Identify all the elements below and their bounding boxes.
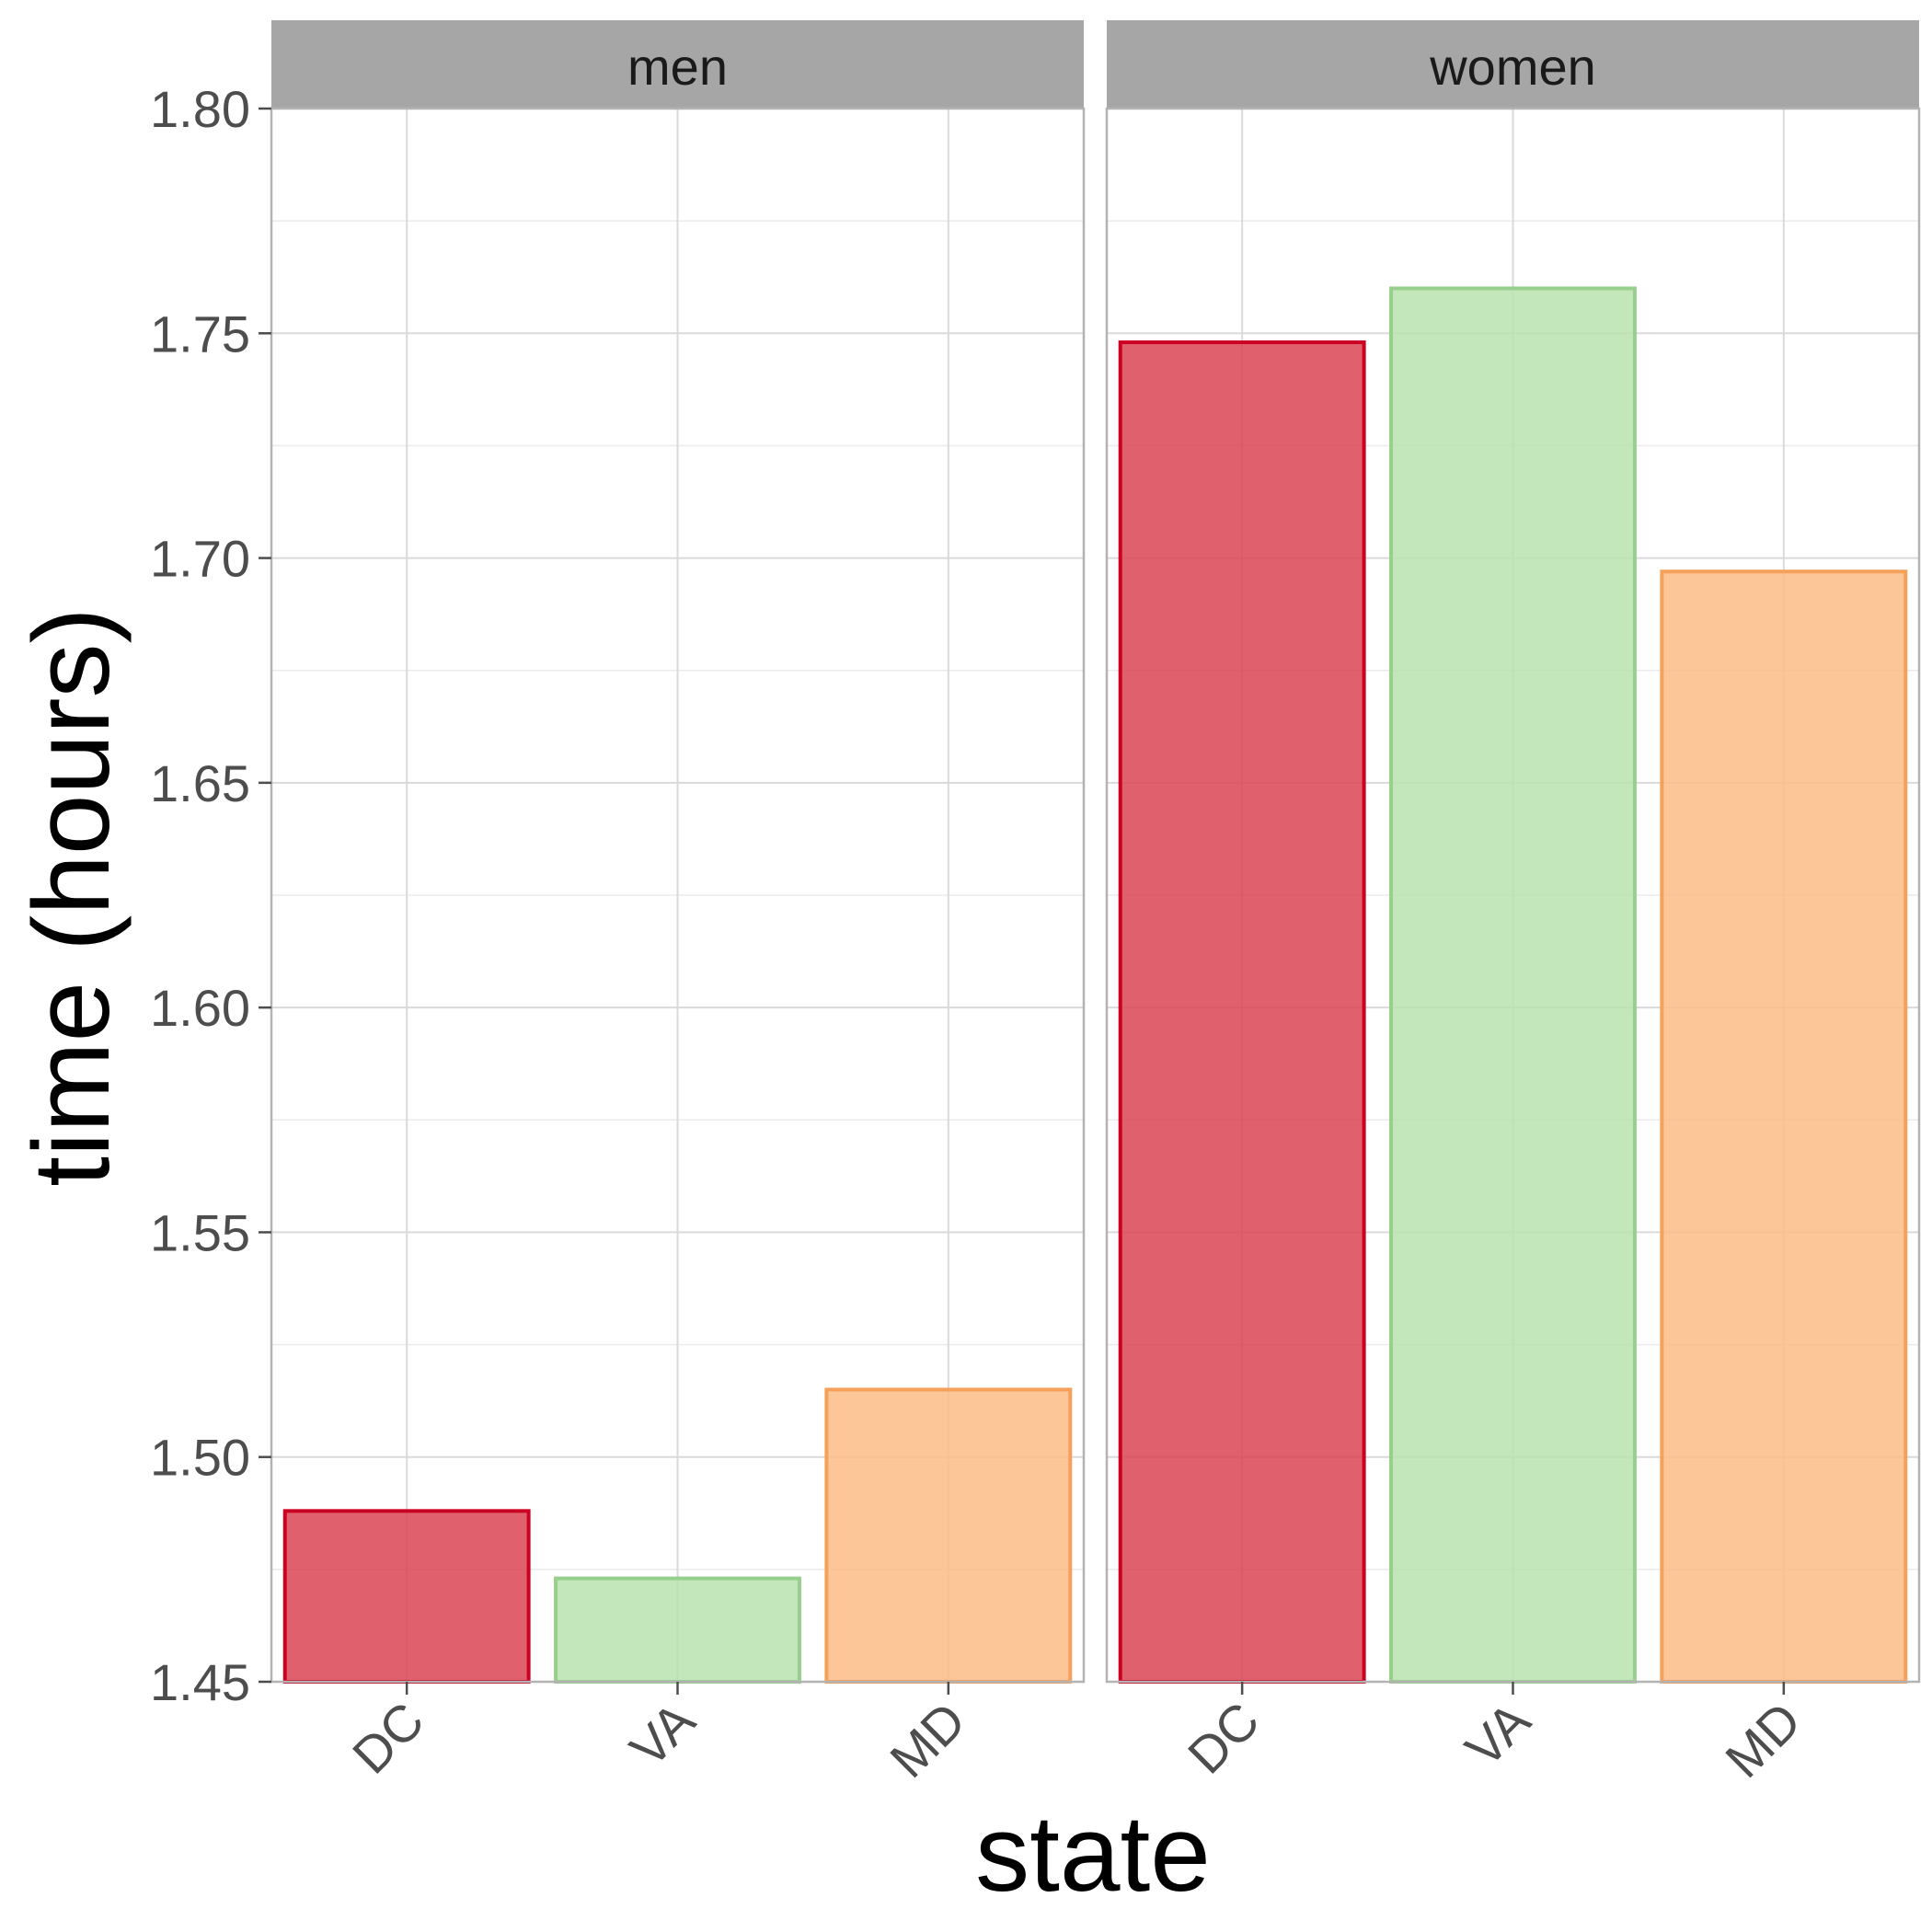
facet-label: men <box>627 38 728 96</box>
bar-women-VA <box>1389 286 1637 1684</box>
chart-panels: men DC VA MD women DC VA MD <box>270 20 1921 1788</box>
facet-strip <box>271 20 1084 109</box>
y-axis: 1.45 1.50 1.55 1.60 1.65 1.70 1.75 1.80 <box>150 80 271 1711</box>
x-axis-title: state <box>975 1793 1211 1915</box>
panel-men: men DC VA MD <box>270 20 1086 1788</box>
x-tick-label: VA <box>619 1690 707 1777</box>
bar-men-MD <box>824 1387 1073 1685</box>
y-axis-title: time (hours) <box>11 607 132 1186</box>
facet-strip <box>1107 20 1919 109</box>
bar-men-DC <box>282 1509 531 1685</box>
x-tick-label: MD <box>879 1691 976 1788</box>
bar-women-DC <box>1118 340 1366 1684</box>
y-tick-label: 1.80 <box>150 80 250 138</box>
y-tick-label: 1.65 <box>150 754 250 812</box>
facet-label: women <box>1429 38 1596 96</box>
y-tick-label: 1.60 <box>150 979 250 1037</box>
y-tick-label: 1.55 <box>150 1203 250 1261</box>
y-tick-label: 1.70 <box>150 530 250 588</box>
y-tick-label: 1.50 <box>150 1429 250 1487</box>
y-tick-label: 1.75 <box>150 305 250 362</box>
x-tick-label: MD <box>1714 1691 1811 1788</box>
bar-men-VA <box>554 1576 801 1684</box>
bar-women-MD <box>1660 569 1908 1685</box>
panel-women: women DC VA MD <box>1105 20 1921 1788</box>
x-tick-label: DC <box>341 1691 435 1785</box>
x-tick-label: DC <box>1177 1691 1271 1785</box>
x-tick-label: VA <box>1455 1690 1542 1777</box>
y-tick-label: 1.45 <box>150 1653 250 1711</box>
